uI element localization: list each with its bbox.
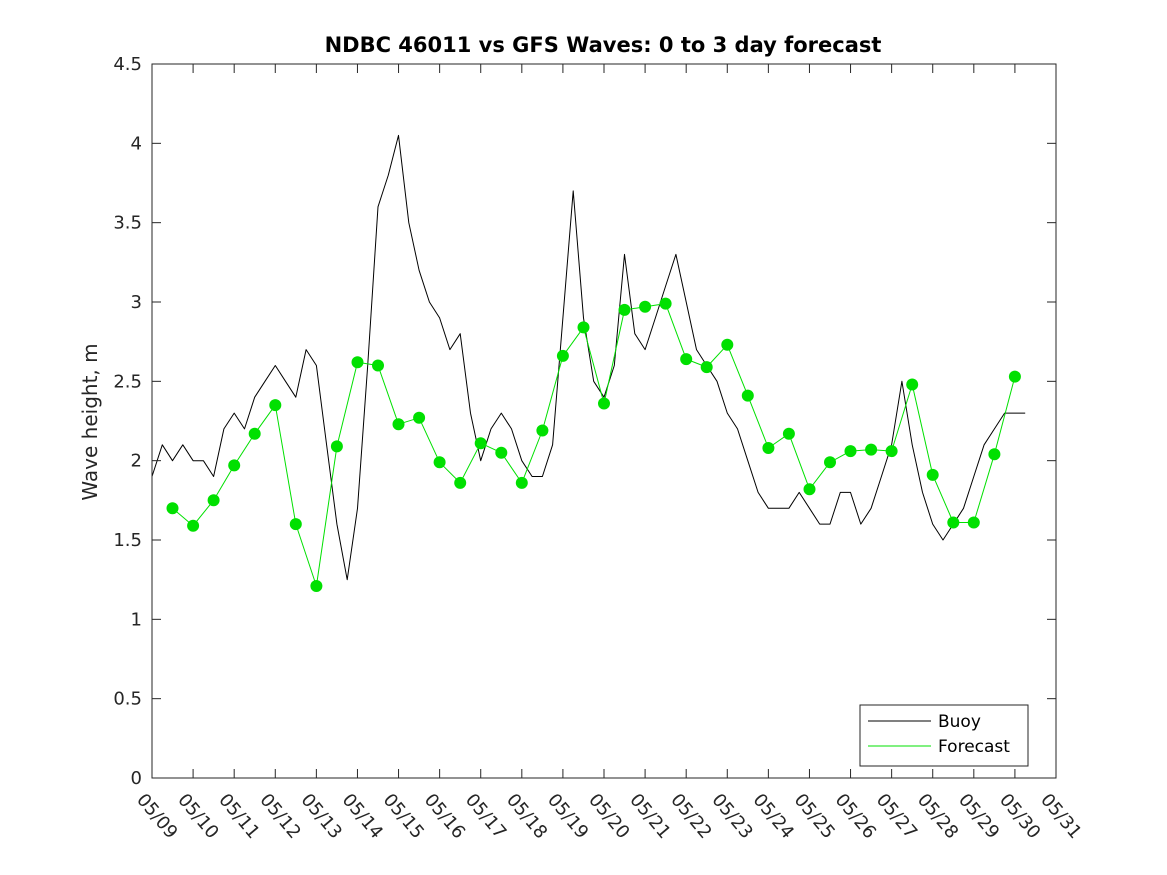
forecast-point <box>844 445 857 458</box>
y-tick-label: 1.5 <box>113 530 142 551</box>
y-tick-label: 2 <box>131 451 142 472</box>
forecast-point <box>926 468 939 481</box>
forecast-point <box>228 459 241 472</box>
legend-label-forecast: Forecast <box>938 737 1010 757</box>
y-tick-label: 0.5 <box>113 689 142 710</box>
forecast-point <box>680 353 693 366</box>
series-layer <box>151 134 1026 592</box>
forecast-point <box>598 397 610 410</box>
forecast-point <box>351 356 364 369</box>
forecast-point <box>207 494 220 507</box>
forecast-point <box>659 297 672 310</box>
forecast-point <box>248 427 261 440</box>
forecast-point <box>803 483 816 496</box>
forecast-point <box>187 519 200 532</box>
forecast-point <box>967 516 980 529</box>
forecast-point <box>330 440 343 453</box>
forecast-point <box>289 518 302 531</box>
forecast-point <box>865 443 878 456</box>
forecast-point <box>762 442 775 454</box>
forecast-point <box>413 411 426 424</box>
forecast-point <box>166 502 179 515</box>
forecast-point <box>1008 370 1021 383</box>
forecast-point <box>824 456 836 469</box>
forecast-point <box>639 300 652 313</box>
forecast-point <box>618 303 631 316</box>
y-tick-label: 4 <box>131 133 142 154</box>
legend-label-buoy: Buoy <box>938 712 981 732</box>
forecast-point <box>556 349 569 362</box>
legend-box <box>859 704 1029 767</box>
forecast-point <box>988 448 1001 461</box>
forecast-point <box>515 476 528 489</box>
y-tick-label: 0 <box>131 768 142 789</box>
plot-background <box>152 64 1056 778</box>
y-tick-label: 4.5 <box>113 54 142 75</box>
forecast-point <box>782 427 795 440</box>
forecast-point <box>536 424 549 437</box>
y-axis-label: Wave height, m <box>78 343 102 500</box>
forecast-point <box>577 321 590 334</box>
forecast-point <box>885 445 898 458</box>
forecast-point <box>495 446 508 459</box>
forecast-point <box>947 516 960 529</box>
y-tick-label: 3.5 <box>113 213 142 234</box>
forecast-point <box>392 418 405 431</box>
forecast-point <box>700 361 713 374</box>
forecast-point <box>372 359 384 372</box>
forecast-point <box>433 456 446 469</box>
legend: Buoy Forecast <box>859 704 1029 767</box>
series-line-buoy <box>151 134 1026 581</box>
forecast-point <box>269 399 282 412</box>
forecast-point <box>741 389 754 402</box>
forecast-point <box>721 338 734 351</box>
forecast-point <box>474 437 487 450</box>
y-tick-label: 2.5 <box>113 371 142 392</box>
y-tick-label: 1 <box>131 609 142 630</box>
forecast-point <box>310 580 323 592</box>
forecast-point <box>454 476 467 489</box>
y-tick-label: 3 <box>131 292 142 313</box>
forecast-point <box>906 378 919 391</box>
chart-title: NDBC 46011 vs GFS Waves: 0 to 3 day fore… <box>325 33 882 57</box>
